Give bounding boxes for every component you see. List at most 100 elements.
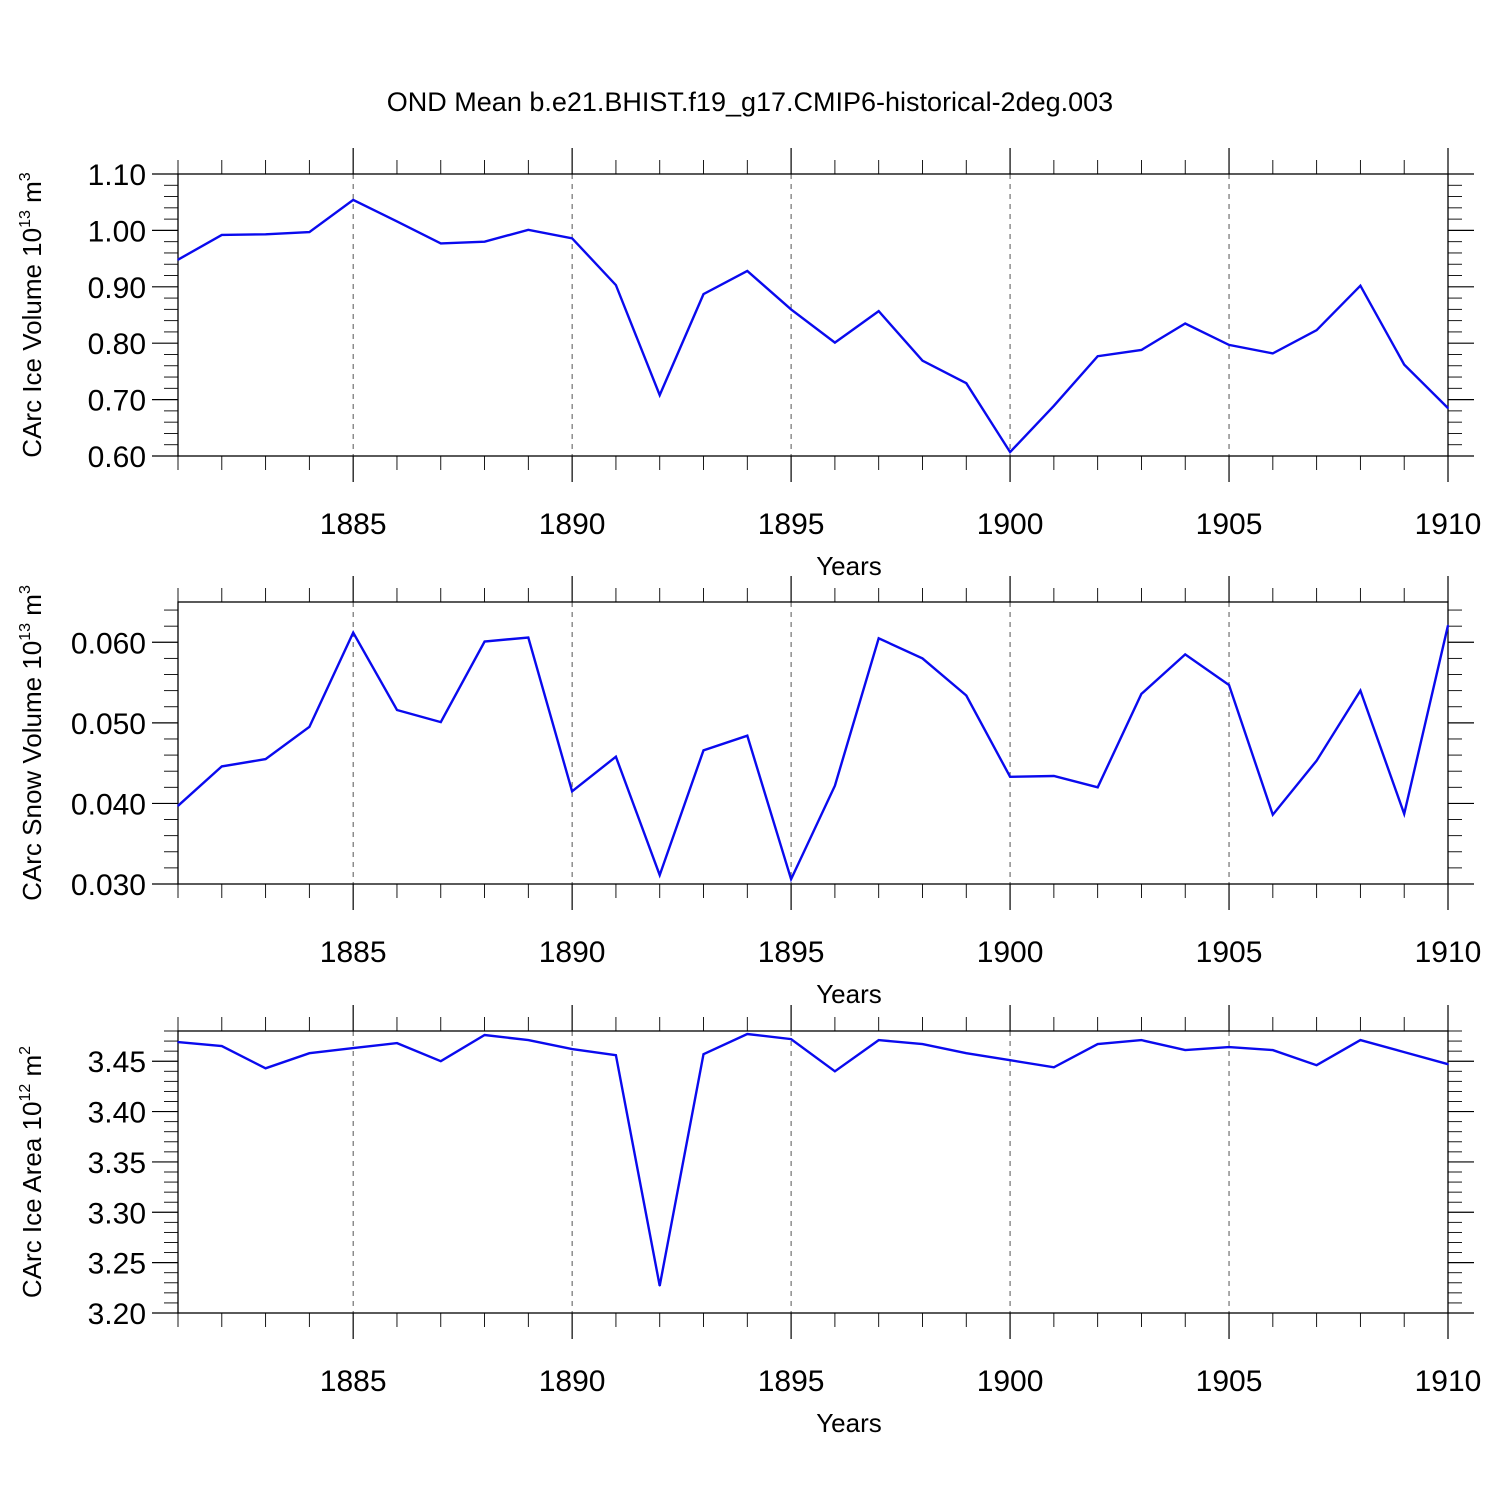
panel-1-ylabel-exponent: 13 [17, 210, 34, 228]
panel-1-ytick-label-6: 1.10 [88, 159, 146, 192]
panel-1-data-point-1902 [1096, 355, 1099, 357]
panel-3-ytick-label-6: 3.45 [88, 1046, 146, 1079]
panel-1-xtick-label-2: 1890 [539, 508, 606, 541]
panel-1-data-point-1896 [834, 341, 836, 344]
panel-1-ytick-label-4: 0.90 [88, 272, 146, 305]
panel-2-data-point-1892 [658, 874, 661, 876]
panel-3-data-point-1905 [1228, 1046, 1230, 1048]
panel-2-ylabel-unit-exponent: 3 [17, 585, 34, 594]
panel-2-xtick-label-4: 1900 [977, 936, 1044, 969]
panel-2-xtick-label-6: 1910 [1415, 936, 1482, 969]
panel-3-data-point-1886 [396, 1042, 398, 1044]
panel-2-data-point-1881 [177, 805, 179, 807]
panel-2-data-point-1890 [571, 790, 573, 793]
panel-1-ylabel-unit: m [17, 181, 47, 210]
panel-3-data-point-1896 [834, 1070, 836, 1073]
figure-title: OND Mean b.e21.BHIST.f19_g17.CMIP6-histo… [387, 87, 1113, 117]
panel-2-data-point-1900 [1009, 776, 1011, 778]
panel-1-data-point-1901 [1053, 405, 1055, 407]
panel-1-xtick-label-3: 1895 [758, 508, 825, 541]
panel-2-data-point-1884 [308, 726, 311, 728]
panel-1-xtick-label-1: 1885 [320, 508, 387, 541]
panel-3-data-point-1884 [308, 1052, 311, 1054]
panel-3-ytick-label-5: 3.40 [88, 1097, 146, 1130]
panel-3-data-point-1904 [1184, 1049, 1187, 1051]
panel-2-data-point-1895 [790, 878, 792, 880]
panel-1-data-point-1904 [1184, 322, 1187, 325]
panel-3-ylabel-exponent: 12 [17, 1084, 34, 1102]
panel-2-ylabel-exponent: 13 [17, 623, 34, 641]
panel-1-ytick-label-2: 0.70 [88, 385, 146, 418]
panel-1-data-point-1905 [1228, 344, 1230, 346]
panel-1-data-point-1910 [1447, 407, 1449, 409]
panel-2-ytick-label-1: 0.030 [71, 869, 146, 902]
panel-2: 0.030 0.040 0.050 0.060 1885 1890 1895 1900 1905… [17, 576, 1481, 1009]
panel-3-data-point-1903 [1140, 1039, 1143, 1041]
panel-2-ylabel-text: CArc Snow Volume 10 [17, 641, 47, 901]
panel-3-xtick-label-2: 1890 [539, 1365, 606, 1398]
panel-3-data-point-1895 [790, 1038, 792, 1040]
panel-2-data-point-1910 [1447, 624, 1449, 627]
panel-3-ytick-label-4: 3.35 [88, 1147, 146, 1180]
panel-3-data-point-1888 [483, 1034, 486, 1036]
panel-2-ytick-label-3: 0.050 [71, 708, 146, 741]
panel-1-data-point-1889 [527, 229, 530, 231]
panel-1-data-point-1897 [877, 310, 880, 312]
panel-3-data-point-1894 [746, 1033, 749, 1035]
panel-2-data-point-1908 [1359, 689, 1362, 692]
panel-3-ylabel-text: CArc Ice Area 10 [17, 1102, 47, 1299]
panel-1-xtick-label-6: 1910 [1415, 508, 1482, 541]
panel-1-data-point-1882 [220, 234, 223, 236]
panel-1-data-point-1895 [790, 308, 792, 311]
panel-3-ytick-label-3: 3.30 [88, 1197, 146, 1230]
panel-2-frame [177, 601, 1449, 885]
panel-2-data-point-1907 [1315, 759, 1318, 762]
panel-3-data-point-1897 [877, 1039, 880, 1041]
panel-3-xtick-label-6: 1910 [1415, 1365, 1482, 1398]
panel-2-data-point-1889 [527, 636, 530, 639]
panel-3-data-point-1891 [615, 1054, 617, 1056]
panel-1-ytick-label-3: 0.80 [88, 328, 146, 361]
panel-3-series-line-1 [177, 1032, 1449, 1287]
panel-1-data-point-1888 [483, 240, 486, 243]
panel-2-data-point-1887 [439, 721, 442, 723]
panel-2-ytick-label-2: 0.040 [71, 788, 146, 821]
panel-2-data-point-1904 [1184, 653, 1187, 656]
panel-2-ylabel-unit: m [17, 594, 47, 623]
panel-1-data-point-1908 [1359, 284, 1362, 287]
panel-2-xlabel: Years [816, 979, 882, 1009]
panel-1-data-point-1903 [1140, 349, 1143, 351]
panel-2-data-point-1893 [702, 749, 705, 752]
panel-3-xtick-label-5: 1905 [1196, 1365, 1263, 1398]
panel-2-data-point-1899 [965, 694, 968, 697]
panel-3-xtick-label-4: 1900 [977, 1365, 1044, 1398]
panel-3-data-point-1893 [702, 1053, 705, 1055]
panel-2-xtick-label-2: 1890 [539, 936, 606, 969]
panel-1-data-point-1884 [308, 231, 311, 233]
panel-3-data-point-1887 [439, 1060, 442, 1063]
panel-2-data-point-1903 [1140, 693, 1143, 695]
panel-1-data-point-1894 [746, 270, 749, 272]
panel-2-data-point-1905 [1228, 684, 1230, 686]
panel-1-data-point-1891 [615, 284, 617, 286]
panel-1-data-point-1898 [921, 359, 924, 362]
panel-3-ylabel-unit-exponent: 2 [17, 1046, 34, 1055]
panel-3: 3.20 3.25 3.30 3.35 3.40 3.45 1885 1890 1895 1900… [17, 1005, 1481, 1438]
panel-1-ylabel-text: CArc Ice Volume 10 [17, 228, 47, 458]
panel-2-data-point-1896 [834, 784, 836, 787]
panel-1-xtick-label-4: 1900 [977, 508, 1044, 541]
panel-3-data-point-1900 [1009, 1059, 1011, 1062]
panel-1-series-line-1 [177, 198, 1449, 455]
panel-2-data-point-1883 [264, 758, 267, 760]
panel-1-data-point-1907 [1315, 329, 1318, 332]
panel-1-data-point-1887 [439, 242, 442, 245]
panel-3-data-point-1882 [220, 1045, 223, 1047]
panel-2-data-point-1909 [1403, 813, 1406, 815]
panel-3-xtick-label-1: 1885 [320, 1365, 387, 1398]
panel-3-data-point-1902 [1096, 1043, 1099, 1045]
panel-3-data-point-1892 [658, 1285, 661, 1287]
panel-2-xtick-label-5: 1905 [1196, 936, 1263, 969]
panel-1: 0.60 0.70 0.80 0.90 1.00 1.10 1885 1890 1895 1900… [17, 148, 1481, 581]
panel-1-data-point-1892 [658, 394, 661, 396]
